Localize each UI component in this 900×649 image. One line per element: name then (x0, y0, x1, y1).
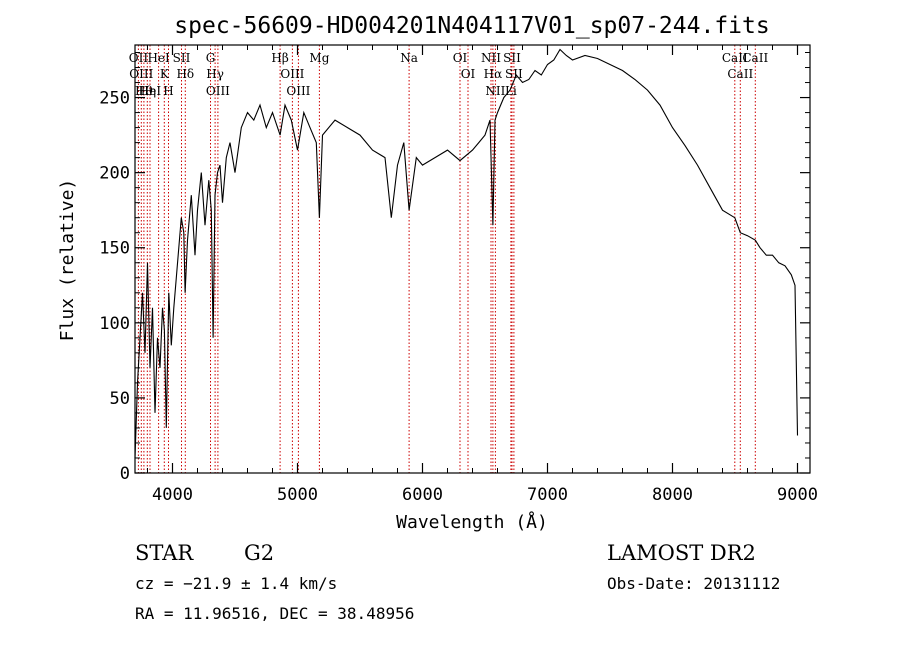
line-label-16: Mg (309, 51, 329, 65)
line-label-9: Hδ (176, 67, 194, 81)
x-tick-label-5: 9000 (777, 485, 818, 505)
line-label-1: OIII (129, 67, 153, 81)
line-label-3: Hη (138, 84, 156, 98)
chart-title: spec-56609-HD004201N404117V01_sp07-244.f… (174, 13, 769, 39)
line-label-27: CaII (727, 67, 753, 81)
line-label-18: OI (453, 51, 468, 65)
line-label-7: H (163, 84, 173, 98)
line-label-17: Na (400, 51, 418, 65)
x-tick-label-1: 5000 (277, 485, 318, 505)
object-subclass: G2 (244, 541, 274, 565)
x-axis-label: Wavelength (Å) (396, 511, 548, 533)
line-label-20: NII (481, 51, 501, 65)
y-tick-label-2: 100 (99, 314, 130, 334)
line-marker-labels: OIIOIIIHθHηHeIHeIKHSIIHδGHγOIIIHβOIIIOII… (129, 51, 769, 98)
y-tick-label-0: 0 (120, 464, 130, 484)
line-label-23: Li (505, 84, 517, 98)
line-label-5: HeI (147, 51, 170, 65)
line-label-25: SII (505, 67, 523, 81)
y-axis-label: Flux (relative) (57, 179, 78, 342)
line-label-12: OIII (206, 84, 230, 98)
y-tick-label-1: 50 (110, 389, 130, 409)
observation-date: Obs-Date: 20131112 (607, 574, 780, 593)
x-tick-label-0: 4000 (152, 485, 193, 505)
line-label-21: Hα (484, 67, 503, 81)
line-label-19: OI (461, 67, 476, 81)
y-tick-label-4: 200 (99, 164, 130, 184)
line-label-2: Hθ (135, 84, 153, 98)
line-label-24: SII (503, 51, 521, 65)
y-axis: 0 50 100 150 200 250 (99, 52, 810, 484)
y-tick-label-3: 150 (99, 239, 130, 259)
coordinates: RA = 11.96516, DEC = 38.48956 (135, 604, 414, 623)
x-tick-label-2: 6000 (402, 485, 443, 505)
survey-name: LAMOST DR2 (607, 541, 756, 565)
x-axis: 4000 5000 6000 7000 8000 9000 (147, 45, 818, 505)
redshift-cz: cz = −21.9 ± 1.4 km/s (135, 574, 337, 593)
line-label-10: G (206, 51, 216, 65)
line-label-11: Hγ (206, 67, 224, 81)
line-label-4: HeI (139, 84, 162, 98)
line-label-28: CaII (742, 51, 768, 65)
object-class: STAR (135, 541, 194, 565)
x-tick-label-3: 7000 (527, 485, 568, 505)
line-label-13: Hβ (271, 51, 288, 65)
line-markers (137, 45, 756, 473)
line-label-22: NII (485, 84, 505, 98)
spectrum-line (134, 48, 799, 459)
line-label-8: SII (173, 51, 191, 65)
line-label-6: K (160, 67, 170, 81)
plot-frame (134, 44, 811, 474)
line-label-26: CaII (722, 51, 748, 65)
line-label-14: OIII (280, 67, 304, 81)
y-tick-label-5: 250 (99, 89, 130, 109)
line-label-15: OIII (286, 84, 310, 98)
line-label-0: OII (129, 51, 149, 65)
x-tick-label-4: 8000 (652, 485, 693, 505)
